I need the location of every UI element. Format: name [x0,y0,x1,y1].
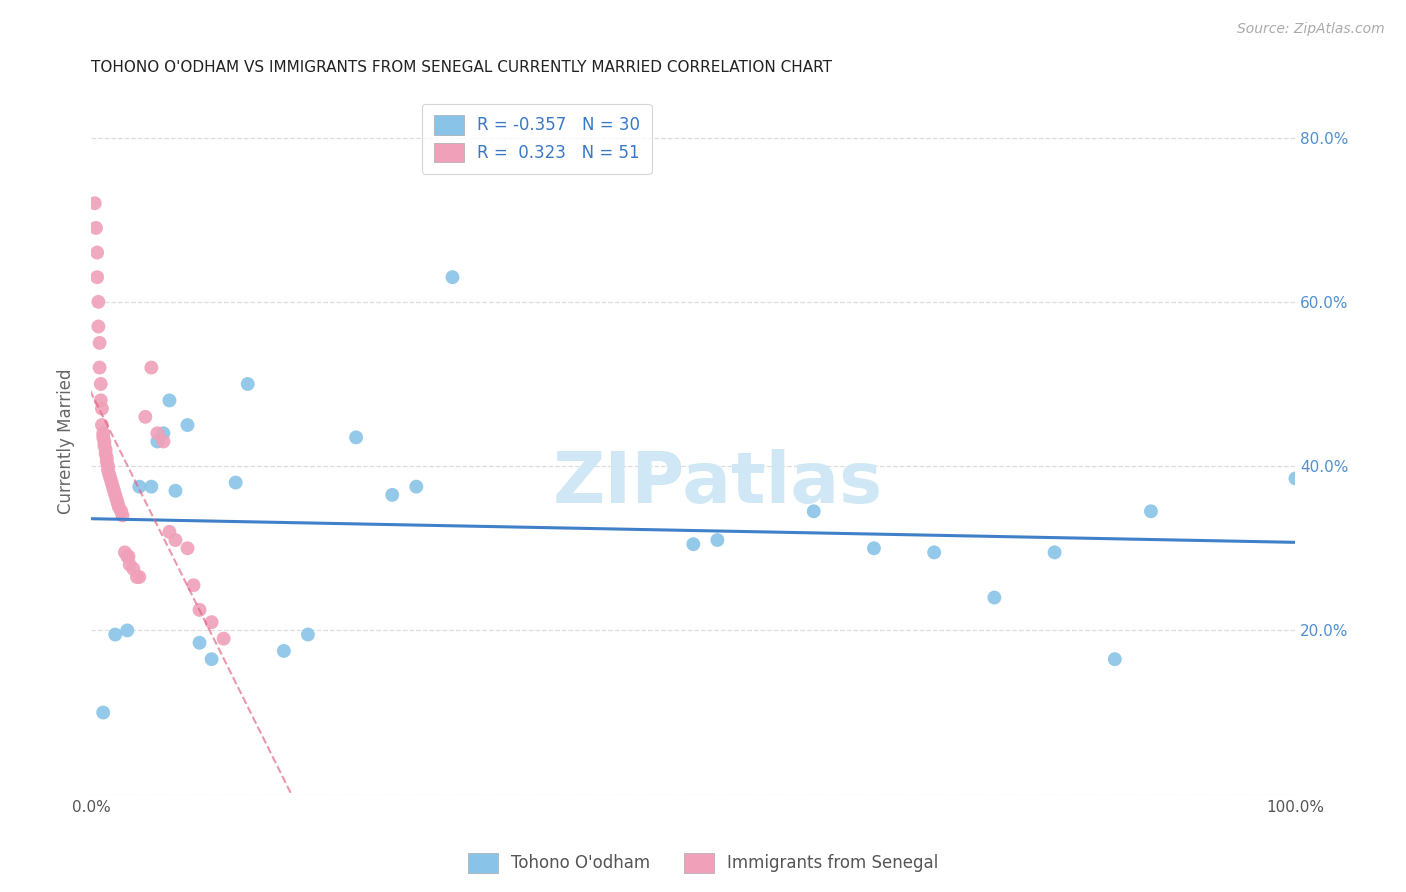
Point [97,463,120,477]
Point [91,706,114,720]
Point [122,562,145,576]
Point [110,504,132,518]
Point [94,442,117,457]
Point [97,459,120,474]
Point [441,270,464,285]
Point [1284,471,1306,485]
Point [146,426,169,441]
Point [105,491,128,506]
Point [159,524,181,539]
Point [87,294,110,309]
Point [118,558,141,572]
Point [91,430,114,444]
Point [706,533,728,547]
Point [90,393,112,408]
Point [87,319,110,334]
Point [114,545,136,559]
Point [159,393,181,408]
Point [125,570,148,584]
Point [983,591,1005,605]
Point [176,541,198,556]
Point [297,627,319,641]
Point [165,533,187,547]
Point [104,627,127,641]
Point [98,467,121,482]
Point [101,480,124,494]
Point [100,471,122,485]
Point [89,335,111,350]
Point [200,652,222,666]
Point [922,545,945,559]
Point [128,570,150,584]
Point [83,196,105,211]
Point [91,426,114,441]
Point [134,409,156,424]
Point [93,434,115,449]
Point [152,426,174,441]
Legend: Tohono O'odham, Immigrants from Senegal: Tohono O'odham, Immigrants from Senegal [461,847,945,880]
Point [96,450,118,465]
Point [96,455,118,469]
Point [682,537,704,551]
Point [236,376,259,391]
Y-axis label: Currently Married: Currently Married [58,368,75,514]
Point [1043,545,1066,559]
Point [188,603,211,617]
Point [128,480,150,494]
Point [152,434,174,449]
Point [86,245,108,260]
Point [94,447,117,461]
Point [111,508,134,523]
Point [107,496,129,510]
Point [212,632,235,646]
Text: Source: ZipAtlas.com: Source: ZipAtlas.com [1237,22,1385,37]
Point [165,483,187,498]
Point [84,221,107,235]
Point [273,644,295,658]
Point [104,488,127,502]
Point [91,401,114,416]
Point [146,434,169,449]
Point [91,418,114,433]
Point [141,480,163,494]
Point [225,475,247,490]
Point [200,615,222,630]
Point [103,483,125,498]
Point [381,488,404,502]
Point [1140,504,1163,518]
Point [86,270,108,285]
Point [93,439,115,453]
Point [803,504,825,518]
Point [90,376,112,391]
Point [176,418,198,433]
Point [117,624,139,638]
Point [863,541,886,556]
Point [405,480,427,494]
Point [100,475,122,490]
Point [1104,652,1126,666]
Point [183,578,205,592]
Legend: R = -0.357   N = 30, R =  0.323   N = 51: R = -0.357 N = 30, R = 0.323 N = 51 [422,103,651,174]
Point [117,549,139,564]
Point [89,360,111,375]
Point [108,500,131,515]
Text: ZIPatlas: ZIPatlas [553,450,883,518]
Point [141,360,163,375]
Text: TOHONO O'ODHAM VS IMMIGRANTS FROM SENEGAL CURRENTLY MARRIED CORRELATION CHART: TOHONO O'ODHAM VS IMMIGRANTS FROM SENEGA… [91,60,832,75]
Point [344,430,367,444]
Point [188,636,211,650]
Point [117,549,139,564]
